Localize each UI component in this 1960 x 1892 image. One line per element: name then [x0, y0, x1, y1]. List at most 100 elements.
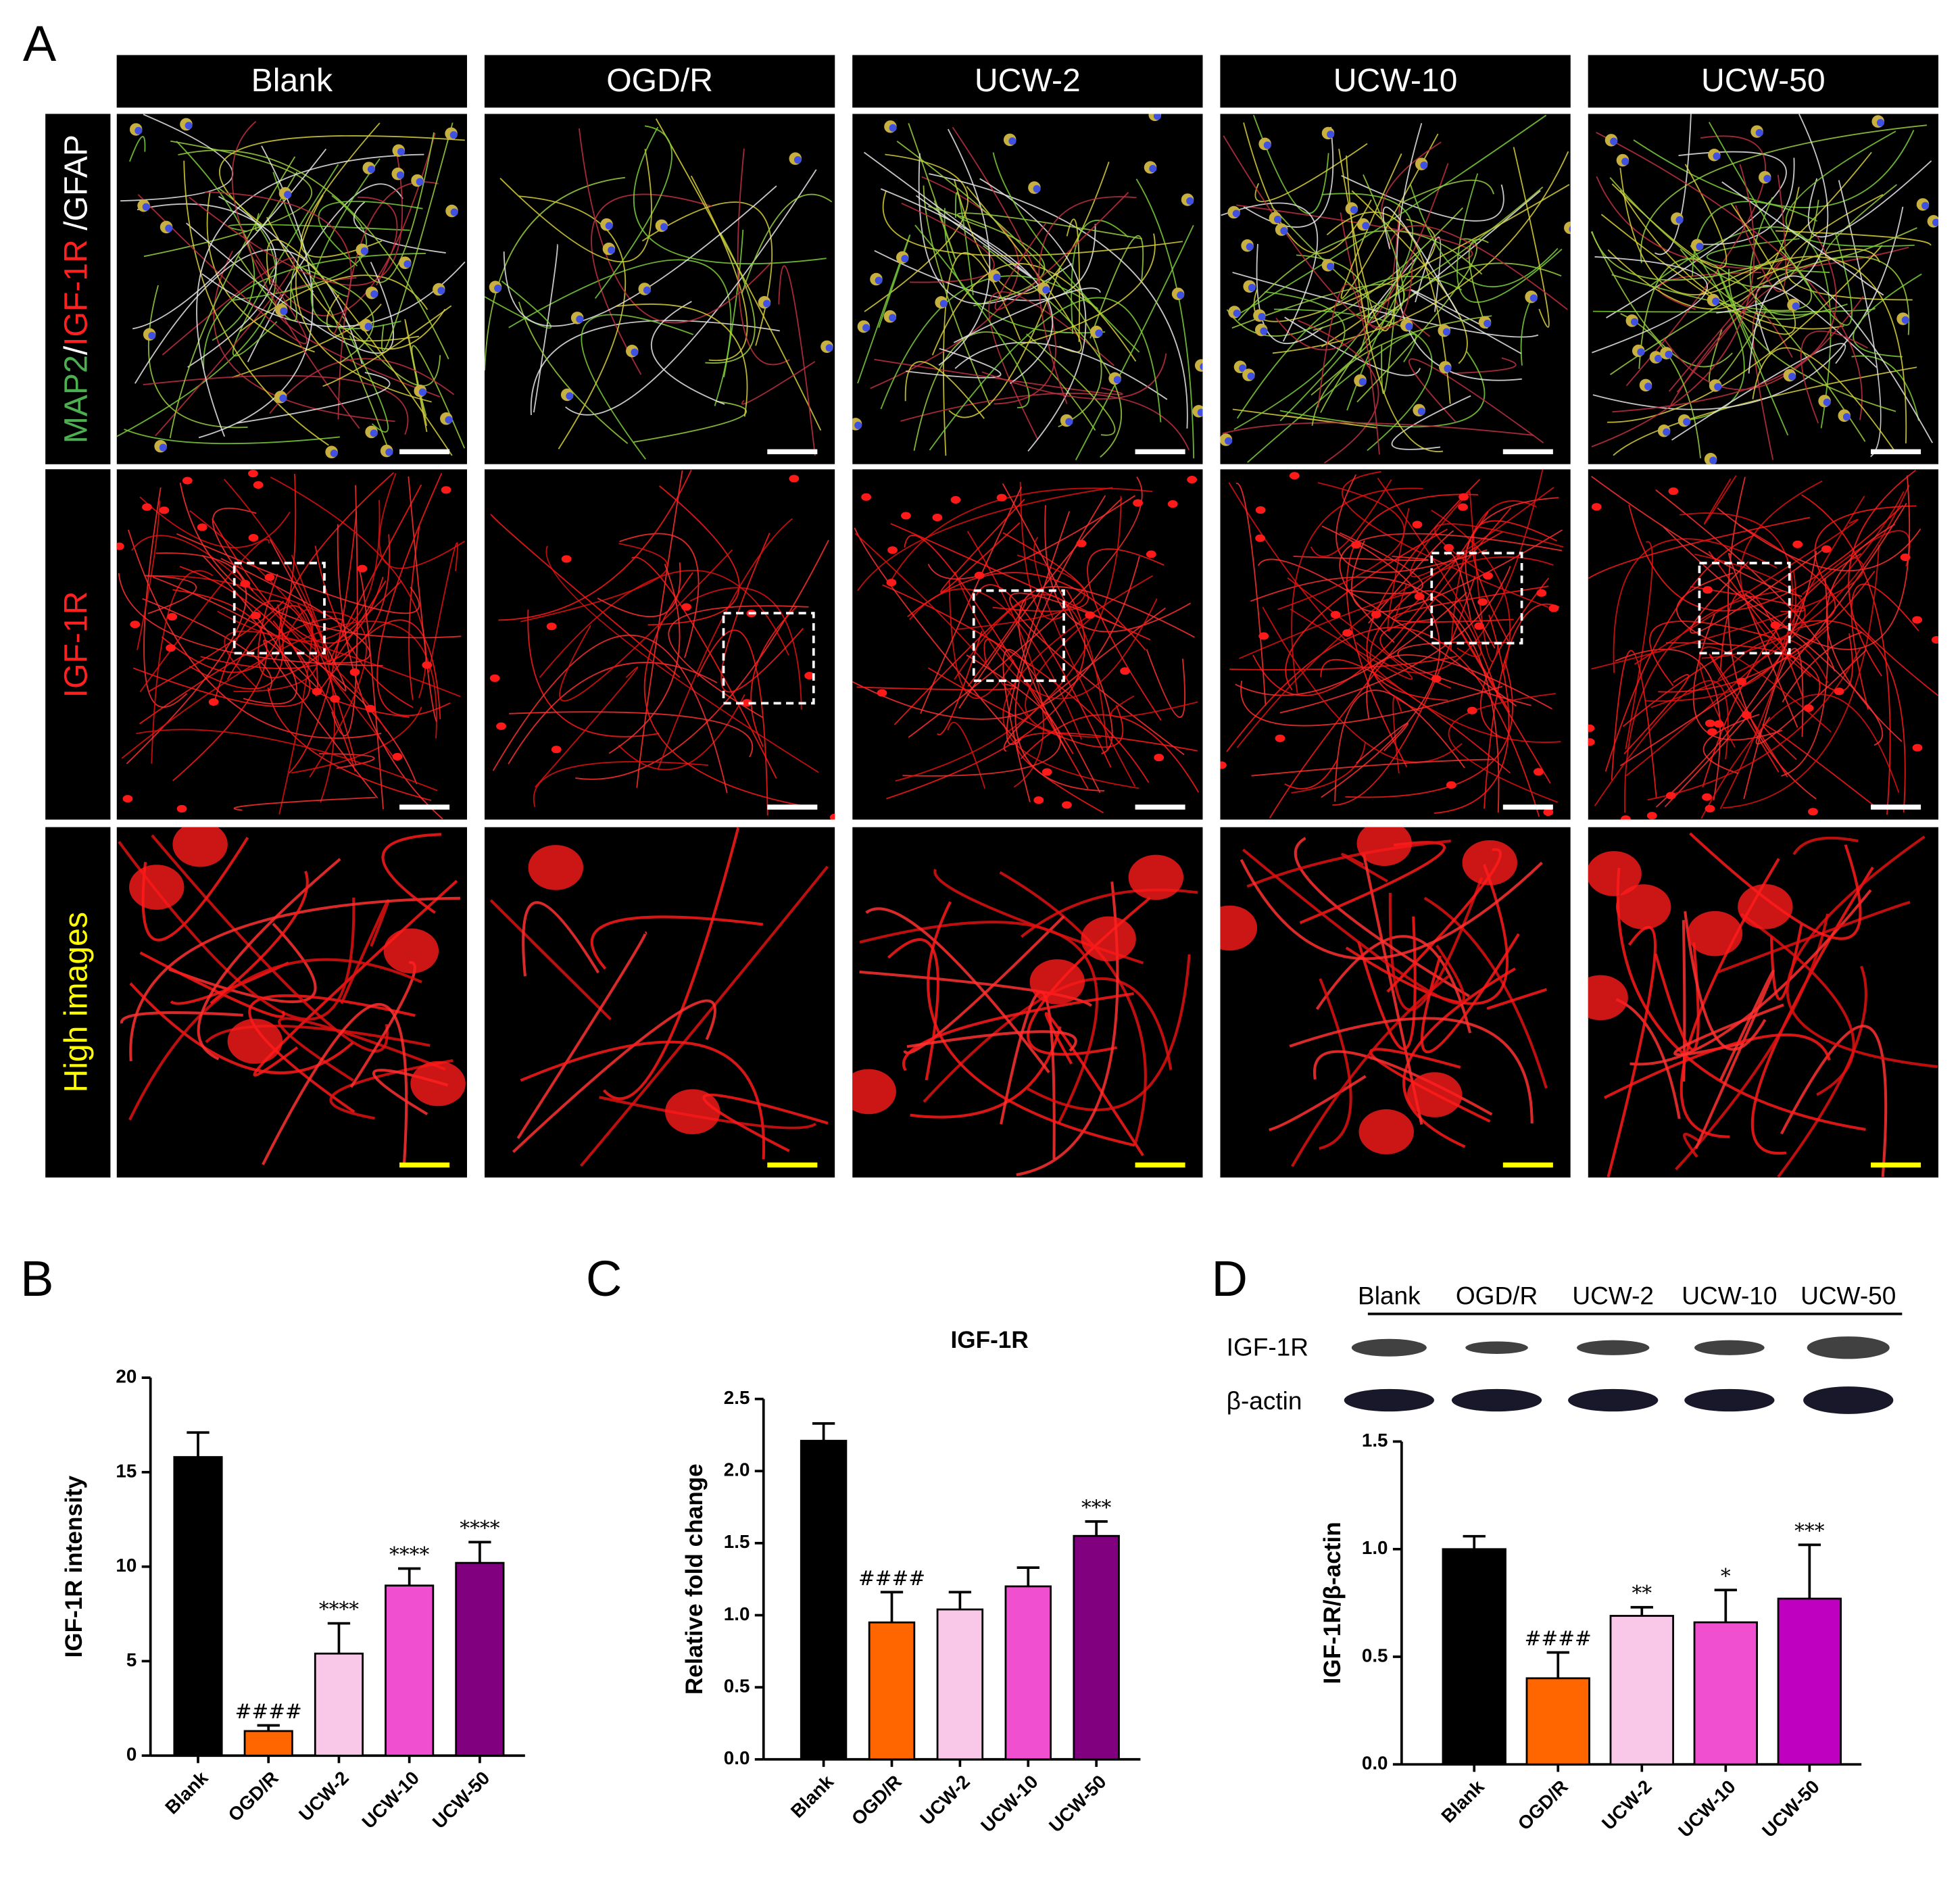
nucleus	[1177, 291, 1185, 299]
neurite	[906, 1030, 1077, 1052]
bar	[243, 1730, 293, 1757]
neurite	[484, 281, 552, 329]
neurite	[633, 126, 827, 265]
soma	[1702, 586, 1713, 594]
row-label-part: High images	[57, 912, 94, 1092]
neurite	[594, 125, 672, 299]
neurite	[1740, 913, 1855, 1096]
neurite	[1698, 646, 1832, 748]
soma	[1536, 589, 1547, 597]
neurite	[1025, 618, 1102, 738]
neurite	[720, 533, 804, 693]
bar	[314, 1652, 364, 1757]
neurite	[1251, 758, 1494, 777]
nucleus	[1232, 210, 1240, 218]
neurite	[1289, 1017, 1534, 1123]
soma	[1275, 734, 1285, 742]
y-axis-label: IGF-1R/β-actin	[1319, 1522, 1346, 1684]
neurite	[239, 274, 428, 333]
soma	[130, 621, 141, 629]
soma	[122, 795, 133, 803]
neurite	[1780, 1025, 1888, 1178]
lane-label: Blank	[1358, 1281, 1421, 1309]
nucleus	[1065, 418, 1073, 426]
soma	[253, 481, 264, 489]
nucleus	[643, 286, 651, 294]
soma	[887, 546, 898, 554]
y-tick-label: 10	[116, 1555, 137, 1576]
soma	[741, 699, 752, 707]
soma	[1588, 975, 1628, 1021]
neurite	[927, 901, 1135, 1147]
soma	[1912, 744, 1923, 752]
soma	[1741, 711, 1752, 719]
neurite	[1655, 114, 1692, 256]
nucleus	[284, 191, 292, 199]
nucleus	[939, 299, 948, 308]
soma	[546, 623, 557, 631]
neurite	[1456, 173, 1563, 303]
soma	[1446, 781, 1456, 789]
neurite	[1744, 593, 1884, 746]
nucleus	[418, 388, 426, 396]
nucleus	[825, 344, 833, 352]
neurite	[1616, 867, 1866, 1131]
neurite	[1346, 249, 1422, 411]
neurite	[272, 608, 314, 815]
micrograph-bg	[1220, 114, 1571, 464]
column-header-box	[852, 55, 1203, 108]
neurite	[169, 156, 296, 439]
soma	[1702, 793, 1712, 801]
neurite	[309, 611, 368, 778]
y-tick-label: 1.5	[1362, 1430, 1388, 1451]
y-tick-label: 1.5	[724, 1531, 750, 1552]
neurite	[212, 600, 357, 765]
nucleus	[1644, 383, 1652, 391]
bar	[1693, 1621, 1758, 1766]
soma	[1255, 506, 1266, 514]
neurite	[1027, 954, 1191, 1111]
blot-band	[1344, 1388, 1434, 1412]
neurite	[266, 239, 453, 456]
neurite	[499, 149, 652, 263]
neurite	[1236, 556, 1554, 748]
nucleus	[1755, 128, 1763, 137]
neurite	[1735, 174, 1787, 293]
soma	[1258, 632, 1269, 640]
nucleus	[370, 429, 378, 437]
neurite	[508, 662, 718, 765]
neurite	[1800, 331, 1868, 424]
neurite	[198, 145, 314, 439]
neurite	[1743, 648, 1804, 800]
neurite	[1221, 202, 1319, 342]
soma	[1705, 719, 1715, 727]
nucleus	[875, 276, 883, 285]
panel-label: C	[586, 1251, 622, 1307]
neurite	[197, 858, 341, 1061]
neurite	[602, 827, 740, 1100]
neurite	[597, 562, 681, 618]
neurite	[516, 931, 647, 1140]
soma	[1483, 572, 1493, 580]
neurite	[1752, 347, 1895, 451]
neurite	[498, 469, 692, 621]
nucleus	[1358, 378, 1367, 386]
neurite	[1254, 143, 1368, 203]
soma	[116, 542, 124, 550]
nucleus	[566, 392, 574, 400]
row-label-part: /	[57, 345, 94, 355]
micrograph	[116, 469, 468, 820]
neurite	[1232, 114, 1547, 318]
inset-box	[1698, 562, 1791, 655]
neurite	[1588, 516, 1811, 579]
row-label: IGF-1R	[57, 591, 94, 698]
neurite	[1395, 289, 1431, 337]
nucleus	[185, 122, 193, 130]
neurite	[1728, 477, 1817, 800]
nucleus	[1420, 161, 1428, 169]
neurite	[1299, 841, 1446, 925]
neurite	[1752, 312, 1793, 460]
neurite	[1274, 308, 1433, 452]
neurite	[1226, 207, 1463, 337]
neurite	[205, 1024, 431, 1047]
